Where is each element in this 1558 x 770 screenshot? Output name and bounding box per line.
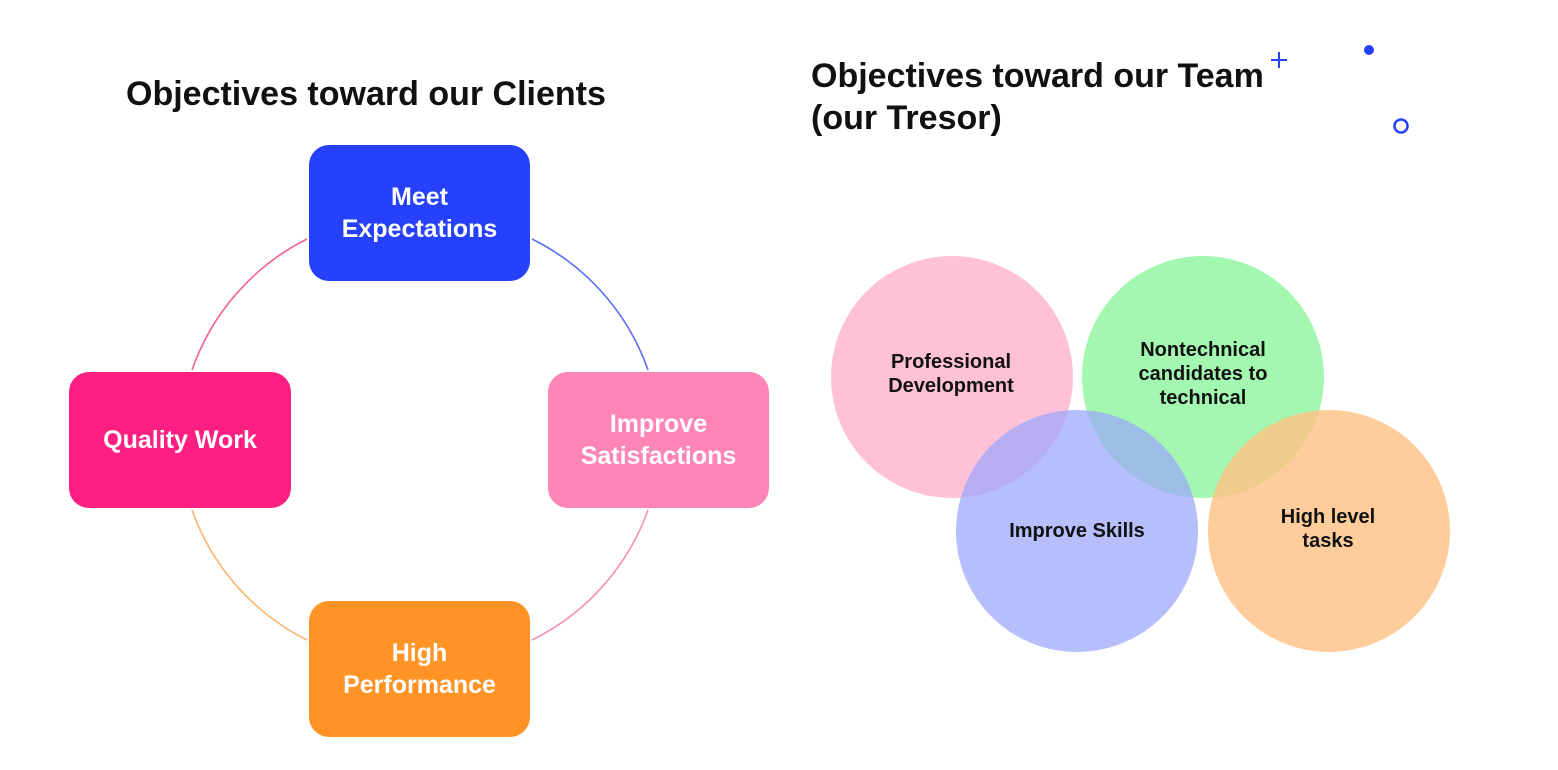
venn-circle-high-level-tasks (1208, 410, 1450, 652)
connector-arc-bottom-left (191, 509, 308, 641)
ring-icon (1393, 118, 1409, 134)
venn-label-improve-skills: Improve Skills (1009, 520, 1145, 542)
venn-label-nontechnical: Nontechnical candidates to technical (1138, 339, 1268, 409)
dot-icon (1364, 45, 1374, 55)
connector-arc-top-right (531, 238, 649, 371)
clients-title: Objectives toward our Clients (126, 75, 606, 113)
box-high-performance: High Performance (309, 601, 530, 737)
connector-arc-bottom-right (531, 509, 649, 641)
box-quality-work: Quality Work (69, 372, 291, 508)
connector-arc-top-left (191, 238, 308, 371)
venn-circle-improve-skills (956, 410, 1198, 652)
venn-label-high-level-tasks: High level tasks (1280, 506, 1376, 552)
box-improve-satisfactions: Improve Satisfactions (548, 372, 769, 508)
box-meet-expectations: Meet Expectations (309, 145, 530, 281)
plus-icon (1271, 52, 1287, 68)
team-title: Objectives toward our Team (our Tresor) (811, 57, 1264, 137)
venn-label-professional-development: Professional Development (888, 351, 1014, 397)
